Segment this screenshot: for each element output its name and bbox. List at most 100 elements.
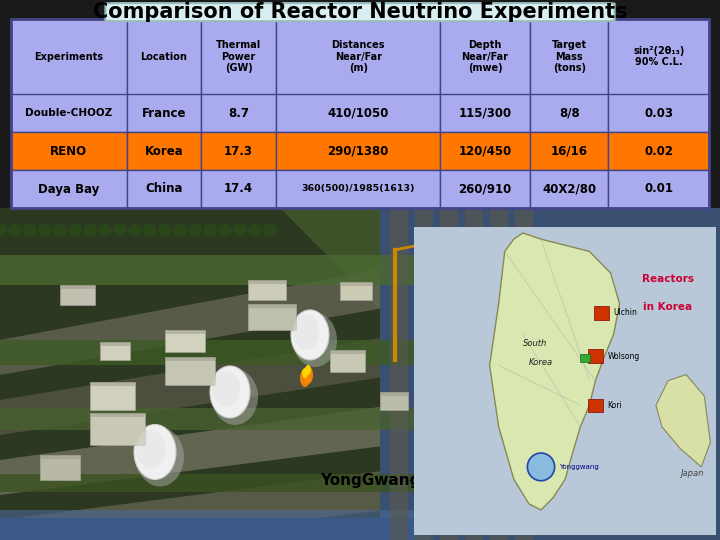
Bar bbox=[127, 132, 202, 170]
Ellipse shape bbox=[302, 368, 308, 378]
Bar bbox=[11, 170, 127, 208]
Bar bbox=[90, 413, 145, 445]
Bar bbox=[202, 94, 276, 132]
Text: 0.01: 0.01 bbox=[644, 183, 673, 195]
Ellipse shape bbox=[83, 224, 97, 236]
Ellipse shape bbox=[203, 224, 217, 236]
Ellipse shape bbox=[38, 224, 52, 236]
Text: China: China bbox=[145, 183, 183, 195]
Text: Reactors: Reactors bbox=[642, 274, 694, 284]
Bar bbox=[248, 304, 296, 330]
Text: 8/8: 8/8 bbox=[559, 107, 580, 120]
Bar bbox=[276, 19, 441, 94]
Bar bbox=[441, 132, 530, 170]
Bar bbox=[0, 510, 430, 518]
Text: in Korea: in Korea bbox=[644, 302, 693, 312]
Bar bbox=[11, 132, 127, 170]
Bar bbox=[165, 330, 205, 352]
Ellipse shape bbox=[68, 224, 82, 236]
Ellipse shape bbox=[212, 369, 258, 425]
Bar bbox=[202, 19, 276, 94]
Ellipse shape bbox=[300, 369, 310, 387]
Ellipse shape bbox=[173, 224, 187, 236]
Text: Korea: Korea bbox=[529, 357, 553, 367]
Text: Ulchin: Ulchin bbox=[613, 308, 637, 318]
Text: Thermal
Power
(GW): Thermal Power (GW) bbox=[216, 40, 261, 73]
Bar bbox=[11, 19, 127, 94]
Bar bbox=[100, 342, 130, 360]
Ellipse shape bbox=[0, 224, 7, 236]
Text: 360(500)/1985(1613): 360(500)/1985(1613) bbox=[302, 185, 415, 193]
Bar bbox=[330, 350, 365, 354]
Bar bbox=[40, 455, 80, 480]
Polygon shape bbox=[0, 465, 430, 540]
Ellipse shape bbox=[8, 224, 22, 236]
Bar bbox=[330, 350, 365, 372]
Ellipse shape bbox=[233, 224, 247, 236]
Text: 0.03: 0.03 bbox=[644, 107, 673, 120]
Bar bbox=[60, 285, 95, 289]
Bar bbox=[276, 94, 441, 132]
Text: RENO: RENO bbox=[50, 145, 87, 158]
Text: Daya Bay: Daya Bay bbox=[38, 183, 99, 195]
Polygon shape bbox=[0, 400, 430, 495]
Text: Double-CHOOZ: Double-CHOOZ bbox=[25, 109, 112, 118]
Text: 17.4: 17.4 bbox=[224, 183, 253, 195]
Bar bbox=[276, 132, 441, 170]
Ellipse shape bbox=[248, 224, 262, 236]
Bar bbox=[530, 170, 608, 208]
Bar bbox=[608, 170, 709, 208]
Text: Yonggwang: Yonggwang bbox=[559, 464, 599, 470]
Bar bbox=[380, 392, 408, 410]
Bar bbox=[530, 19, 608, 94]
Text: 410/1050: 410/1050 bbox=[328, 107, 389, 120]
Bar bbox=[608, 132, 709, 170]
Text: France: France bbox=[142, 107, 186, 120]
Bar bbox=[588, 399, 603, 412]
Bar bbox=[608, 19, 709, 94]
FancyBboxPatch shape bbox=[105, 3, 615, 21]
Text: Depth
Near/Far
(mwe): Depth Near/Far (mwe) bbox=[462, 40, 508, 73]
Ellipse shape bbox=[128, 224, 142, 236]
Bar bbox=[340, 282, 372, 286]
Ellipse shape bbox=[136, 428, 184, 487]
Bar bbox=[530, 132, 608, 170]
Bar bbox=[40, 455, 80, 459]
Polygon shape bbox=[0, 330, 430, 435]
Bar bbox=[90, 413, 145, 417]
Text: 260/910: 260/910 bbox=[459, 183, 512, 195]
Bar bbox=[580, 354, 590, 362]
Ellipse shape bbox=[263, 224, 277, 236]
Text: Japan: Japan bbox=[680, 469, 703, 477]
Bar bbox=[0, 255, 430, 285]
Bar bbox=[0, 408, 430, 430]
Ellipse shape bbox=[291, 310, 329, 360]
Text: 115/300: 115/300 bbox=[459, 107, 512, 120]
Bar bbox=[530, 94, 608, 132]
Bar bbox=[0, 474, 430, 492]
Text: Wolsong: Wolsong bbox=[608, 352, 640, 361]
Bar bbox=[165, 357, 215, 385]
Bar bbox=[588, 349, 603, 363]
Ellipse shape bbox=[143, 224, 157, 236]
Ellipse shape bbox=[293, 314, 319, 349]
Bar bbox=[11, 94, 127, 132]
Ellipse shape bbox=[188, 224, 202, 236]
Text: 120/450: 120/450 bbox=[459, 145, 512, 158]
Bar bbox=[441, 94, 530, 132]
Bar bbox=[340, 282, 372, 300]
Bar bbox=[60, 285, 95, 305]
Bar bbox=[127, 170, 202, 208]
Text: South: South bbox=[523, 339, 547, 348]
Ellipse shape bbox=[134, 424, 176, 480]
Ellipse shape bbox=[113, 224, 127, 236]
Polygon shape bbox=[490, 233, 620, 510]
Circle shape bbox=[527, 453, 554, 481]
Text: Comparison of Reactor Neutrino Experiments: Comparison of Reactor Neutrino Experimen… bbox=[93, 2, 627, 22]
Ellipse shape bbox=[218, 224, 232, 236]
Ellipse shape bbox=[212, 371, 240, 407]
Text: sin²(2θ₁₃)
90% C.L.: sin²(2θ₁₃) 90% C.L. bbox=[633, 46, 685, 68]
Bar bbox=[127, 19, 202, 94]
Text: 17.3: 17.3 bbox=[224, 145, 253, 158]
Text: YongGwang (番光)：: YongGwang (番光)： bbox=[320, 473, 467, 488]
